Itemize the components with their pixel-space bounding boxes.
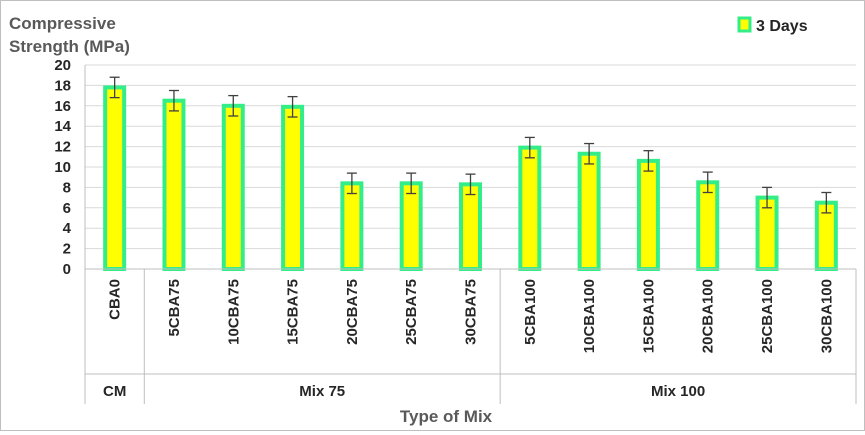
legend-swatch: [737, 16, 752, 33]
error-bar-25CBA100: [762, 186, 773, 209]
x-category-label-20CBA75: 20CBA75: [344, 279, 361, 345]
error-bar-30CBA100: [821, 191, 832, 214]
y-tick-label: 12: [54, 139, 71, 156]
y-axis-label-line-2: Strength (MPa): [9, 37, 130, 56]
legend-entry-3-days: 3 Days: [756, 18, 808, 35]
gridlines: [85, 64, 856, 250]
error-bar-CBA0: [109, 76, 120, 99]
x-axis-title: Type of Mix: [400, 407, 493, 426]
legend: 3 Days: [737, 16, 808, 35]
error-bar-30CBA75: [465, 173, 476, 196]
y-tick-labels: 0 2 4 6 8 10 12 14 16 18 20: [54, 57, 71, 278]
error-bar-20CBA75: [346, 172, 357, 195]
x-group-labels: CM Mix 75 Mix 100: [103, 383, 705, 400]
bar-10CBA100: [577, 151, 601, 272]
bar-10CBA75: [221, 103, 245, 271]
error-bar-10CBA100: [584, 142, 595, 165]
x-category-label-25CBA75: 25CBA75: [403, 279, 420, 345]
y-tick-label: 14: [54, 118, 71, 135]
x-category-label-5CBA100: 5CBA100: [522, 279, 539, 345]
x-category-label-20CBA100: 20CBA100: [700, 279, 717, 353]
y-tick-label: 2: [63, 241, 71, 258]
x-group-label-1: Mix 75: [299, 383, 345, 400]
x-category-label-CBA0: CBA0: [107, 279, 124, 320]
bar-5CBA100: [518, 145, 542, 271]
x-category-label-5CBA75: 5CBA75: [166, 279, 183, 337]
error-bar-15CBA75: [287, 95, 298, 118]
y-axis-label-line-1: Compressive: [9, 14, 116, 33]
y-tick-label: 4: [63, 220, 72, 237]
x-category-label-30CBA100: 30CBA100: [818, 279, 835, 353]
bar-15CBA100: [636, 158, 660, 272]
x-category-label-15CBA100: 15CBA100: [640, 279, 657, 353]
x-category-label-30CBA75: 30CBA75: [463, 279, 480, 345]
axes: [84, 65, 857, 404]
x-category-label-10CBA100: 10CBA100: [581, 279, 598, 353]
error-bar-20CBA100: [702, 171, 713, 194]
bar-20CBA75: [340, 181, 364, 272]
x-category-label-15CBA75: 15CBA75: [285, 279, 302, 345]
x-group-label-2: Mix 100: [651, 383, 705, 400]
error-bars: [109, 76, 832, 214]
bar-CBA0: [103, 85, 127, 271]
x-group-label-0: CM: [103, 383, 126, 400]
y-tick-label: 20: [54, 57, 71, 74]
y-tick-label: 10: [54, 159, 71, 176]
bar-5CBA75: [162, 98, 186, 271]
error-bar-5CBA100: [524, 136, 535, 159]
x-category-label-10CBA75: 10CBA75: [225, 279, 242, 345]
error-bar-15CBA100: [643, 150, 654, 172]
x-category-label-25CBA100: 25CBA100: [759, 279, 776, 353]
bar-25CBA75: [399, 181, 423, 272]
y-tick-label: 16: [54, 98, 71, 115]
bar-30CBA75: [459, 182, 482, 271]
bar-20CBA100: [696, 180, 720, 271]
error-bar-10CBA75: [228, 94, 239, 117]
y-tick-label: 0: [63, 261, 71, 278]
y-tick-label: 18: [54, 77, 71, 94]
error-bar-25CBA75: [406, 172, 417, 195]
y-tick-label: 8: [63, 179, 71, 196]
bar-15CBA75: [281, 104, 305, 271]
x-category-labels: CBA0 5CBA75 10CBA75 15CBA75 20CBA75 25CBA75 30…: [107, 279, 836, 353]
error-bar-5CBA75: [168, 89, 179, 112]
y-tick-label: 6: [63, 200, 71, 217]
